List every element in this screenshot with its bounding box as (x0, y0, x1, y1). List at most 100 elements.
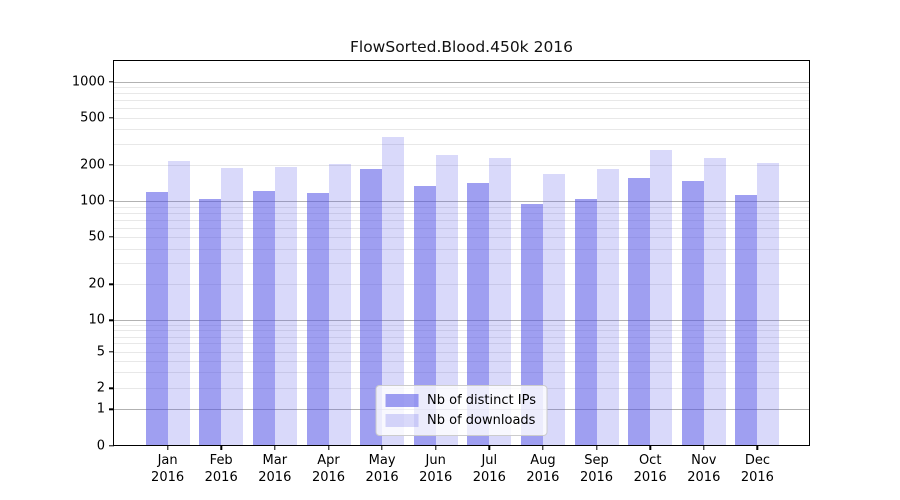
bar-nb-of-distinct-ips-feb (199, 199, 222, 445)
x-tick-label: Jun 2016 (419, 453, 453, 485)
x-tick-mark (756, 445, 759, 450)
y-tick-label: 0 (96, 438, 105, 454)
y-tick-label: 1000 (71, 74, 105, 90)
x-tick-mark (220, 445, 222, 450)
bar-nb-of-distinct-ips-mar (252, 190, 275, 445)
bar-nb-of-distinct-ips-oct (628, 178, 651, 445)
minor-gridline (114, 212, 809, 214)
bar-nb-of-downloads-nov (703, 157, 726, 445)
x-tick-label: Feb 2016 (204, 453, 238, 485)
x-tick-label: Mar 2016 (258, 453, 292, 485)
x-tick-mark (166, 445, 169, 450)
y-tick-mark (109, 445, 114, 447)
x-tick-mark (595, 445, 598, 450)
legend: Nb of distinct IPs Nb of downloads (375, 385, 548, 436)
minor-gridline (114, 129, 809, 131)
minor-gridline (114, 330, 809, 332)
minor-gridline (114, 108, 809, 110)
legend-item-downloads: Nb of downloads (385, 413, 536, 428)
bar-nb-of-distinct-ips-jan (145, 192, 168, 445)
minor-gridline (114, 248, 809, 250)
bar-nb-of-distinct-ips-aug (520, 203, 543, 445)
x-tick-label: May 2016 (365, 453, 399, 485)
bar-nb-of-downloads-jul (489, 157, 512, 445)
x-tick-label: Sep 2016 (579, 453, 614, 485)
bar-nb-of-downloads-jun (435, 155, 458, 445)
x-tick-mark (649, 445, 651, 450)
minor-gridline (114, 165, 809, 167)
bar-nb-of-distinct-ips-jun (413, 186, 436, 445)
y-tick-label: 200 (80, 157, 105, 173)
minor-gridline (114, 87, 809, 89)
x-tick-mark (381, 445, 383, 450)
y-tick-mark (109, 164, 114, 166)
x-tick-label: Apr 2016 (311, 453, 346, 485)
minor-gridline (114, 144, 809, 146)
y-tick-label: 10 (88, 312, 105, 328)
legend-item-distinct-ips: Nb of distinct IPs (385, 393, 536, 408)
x-tick-mark (327, 445, 330, 450)
y-tick-label: 2 (96, 380, 105, 396)
y-tick-mark (109, 350, 114, 353)
legend-label-downloads: Nb of downloads (427, 413, 536, 428)
x-tick-label: Jan 2016 (151, 453, 185, 485)
bar-nb-of-distinct-ips-jul (467, 182, 490, 445)
bar-nb-of-distinct-ips-apr (306, 192, 329, 445)
minor-gridline (114, 372, 809, 374)
minor-gridline (114, 206, 809, 208)
bar-nb-of-downloads-oct (650, 149, 673, 445)
minor-gridline (114, 284, 809, 286)
x-tick-mark (434, 445, 437, 450)
y-tick-mark (109, 236, 114, 238)
y-tick-label: 20 (88, 276, 105, 292)
y-tick-label: 500 (80, 110, 105, 126)
y-tick-mark (109, 319, 114, 321)
x-tick-mark (274, 445, 276, 450)
minor-gridline (114, 351, 809, 353)
y-tick-label: 100 (80, 193, 105, 209)
minor-gridline (114, 325, 809, 327)
minor-gridline (114, 343, 809, 345)
x-tick-label: Aug 2016 (526, 453, 560, 485)
bar-nb-of-downloads-aug (542, 173, 565, 445)
y-tick-mark (109, 200, 114, 202)
plot-area: Nb of distinct IPs Nb of downloads 1000 5… (72, 60, 810, 485)
bar-nb-of-downloads-jan (167, 161, 190, 445)
y-tick-mark (109, 116, 114, 119)
x-tick-mark (703, 445, 705, 450)
x-tick-label: Nov 2016 (687, 453, 721, 485)
minor-gridline (114, 219, 809, 221)
bar-nb-of-downloads-may (382, 137, 405, 445)
minor-gridline (114, 100, 809, 102)
minor-gridline (114, 93, 809, 95)
bar-nb-of-downloads-feb (221, 168, 244, 445)
major-gridline (114, 201, 809, 202)
y-tick-mark (109, 80, 114, 83)
x-tick-label: Dec 2016 (740, 453, 774, 485)
x-tick-label: Oct 2016 (633, 453, 667, 485)
minor-gridline (114, 236, 809, 238)
bar-nb-of-distinct-ips-sep (574, 198, 597, 445)
bar-nb-of-distinct-ips-may (360, 168, 383, 445)
y-tick-label: 5 (96, 344, 105, 360)
minor-gridline (114, 263, 809, 265)
legend-swatch-downloads (385, 414, 419, 427)
minor-gridline (114, 336, 809, 338)
x-tick-mark (542, 445, 544, 450)
minor-gridline (114, 227, 809, 229)
major-gridline (114, 320, 809, 322)
legend-swatch-distinct-ips (385, 394, 419, 407)
major-gridline (114, 81, 809, 83)
y-tick-mark (109, 283, 114, 286)
x-tick-label: Jul 2016 (472, 453, 506, 485)
y-tick-mark (109, 408, 114, 410)
minor-gridline (114, 360, 809, 362)
minor-gridline (114, 117, 809, 119)
bar-nb-of-downloads-apr (328, 163, 351, 445)
bar-nb-of-downloads-dec (757, 162, 780, 445)
bar-nb-of-distinct-ips-nov (681, 181, 704, 445)
bar-nb-of-downloads-mar (274, 166, 297, 445)
chart-title: FlowSorted.Blood.450k 2016 (349, 38, 574, 56)
y-tick-mark (109, 387, 114, 389)
